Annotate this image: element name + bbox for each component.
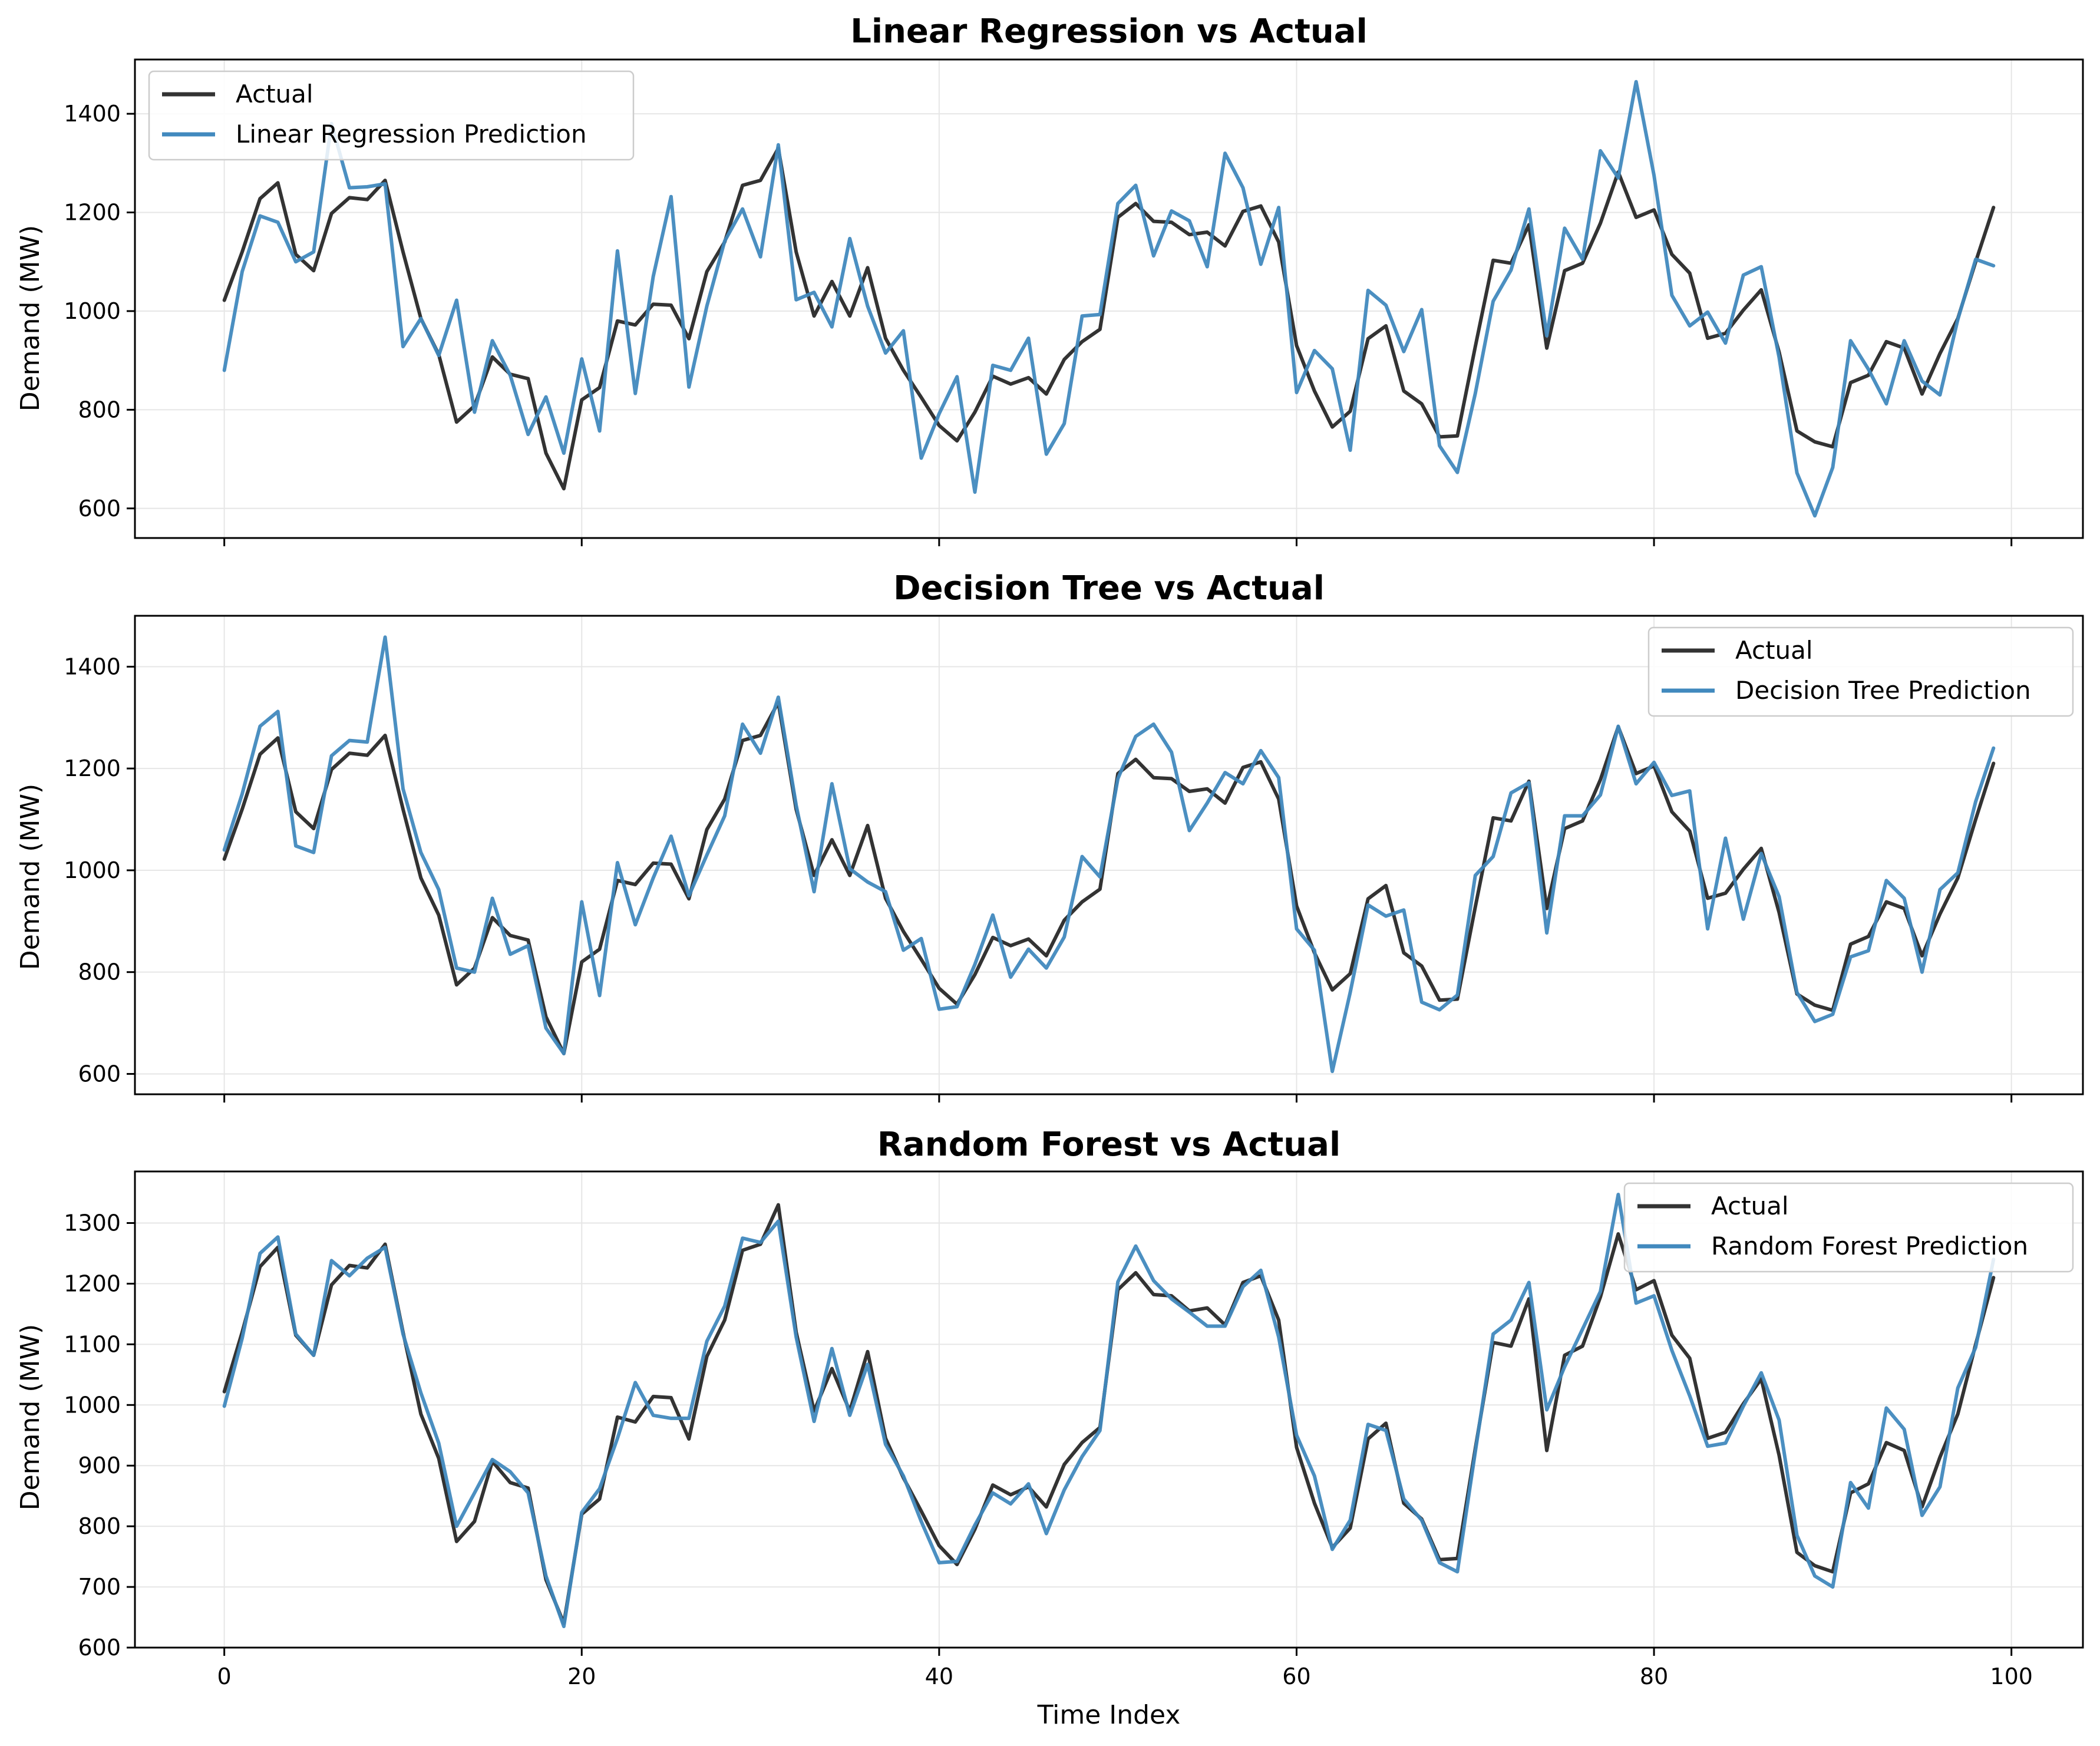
legend-label-prediction: Linear Regression Prediction [236, 120, 587, 148]
chart-decision-tree: Decision Tree vs Actual Demand (MW) 600 8… [15, 569, 2084, 1103]
series-line-prediction [222, 80, 1996, 518]
chart-title: Linear Regression vs Actual [850, 12, 1368, 51]
y-axis-label: Demand (MW) [15, 784, 45, 970]
x-axis-ticks [223, 538, 2013, 546]
y-axis-label: Demand (MW) [15, 1324, 45, 1510]
legend-label-prediction: Random Forest Prediction [1711, 1232, 2028, 1260]
chart-random-forest: Random Forest vs Actual Demand (MW) 6007… [15, 1126, 2084, 1730]
y-axis-ticks: 600 700 800 900 1000 1100 1200 1300 [64, 1210, 135, 1661]
series-lines [222, 80, 1996, 518]
series-line-prediction [222, 635, 1996, 1074]
y-tick-label: 1200 [64, 200, 121, 226]
y-tick-label: 1300 [64, 1210, 121, 1236]
series-lines [222, 635, 1996, 1074]
y-tick-label: 1400 [64, 101, 121, 127]
plot-frame [134, 1170, 2084, 1649]
plot-frame [134, 615, 2084, 1095]
y-tick-label: 800 [78, 397, 121, 423]
x-tick-label: 20 [567, 1664, 596, 1689]
chart-linear-regression: Linear Regression vs Actual Demand (MW) … [15, 12, 2084, 546]
y-tick-label: 1200 [64, 1270, 121, 1296]
series-line-prediction [222, 1193, 1996, 1628]
y-tick-label: 1400 [64, 653, 121, 679]
x-axis-ticks: 0 20 40 60 80 100 [217, 1648, 2033, 1689]
legend: Actual Linear Regression Prediction [148, 70, 635, 161]
y-tick-label: 1100 [64, 1331, 121, 1357]
y-axis-ticks: 600 800 1000 1200 1400 [64, 653, 135, 1087]
x-axis-ticks [223, 1094, 2013, 1103]
series-line-actual [222, 146, 1996, 491]
y-axis-label: Demand (MW) [15, 225, 45, 411]
y-tick-label: 1200 [64, 755, 121, 781]
y-axis-ticks: 600 800 1000 1200 1400 [64, 101, 135, 522]
y-tick-label: 800 [78, 1513, 121, 1539]
legend-box [1623, 1182, 2074, 1273]
legend-label-actual: Actual [1735, 636, 1813, 665]
x-axis-label: Time Index [1037, 1700, 1181, 1730]
x-tick-label: 40 [925, 1664, 953, 1689]
legend: Actual Random Forest Prediction [1623, 1182, 2074, 1273]
legend-label-prediction: Decision Tree Prediction [1735, 676, 2031, 705]
y-tick-label: 600 [78, 496, 121, 522]
y-tick-label: 700 [78, 1574, 121, 1600]
series-lines [222, 1193, 1996, 1628]
chart-title: Random Forest vs Actual [877, 1126, 1340, 1164]
x-tick-label: 60 [1282, 1664, 1310, 1689]
legend: Actual Decision Tree Prediction [1647, 626, 2074, 717]
legend-box [1647, 626, 2074, 717]
x-tick-label: 100 [1990, 1664, 2033, 1689]
y-tick-label: 1000 [64, 298, 121, 324]
x-tick-label: 80 [1640, 1664, 1668, 1689]
legend-label-actual: Actual [236, 80, 313, 108]
chart-title: Decision Tree vs Actual [893, 569, 1325, 608]
y-tick-label: 600 [78, 1635, 121, 1661]
y-tick-label: 900 [78, 1453, 121, 1478]
legend-box [148, 70, 635, 161]
y-tick-label: 1000 [64, 1392, 121, 1418]
x-tick-label: 0 [217, 1664, 232, 1689]
legend-label-actual: Actual [1711, 1191, 1789, 1220]
y-tick-label: 600 [78, 1061, 121, 1087]
y-tick-label: 1000 [64, 857, 121, 883]
y-tick-label: 800 [78, 959, 121, 985]
plot-frame [134, 58, 2084, 539]
